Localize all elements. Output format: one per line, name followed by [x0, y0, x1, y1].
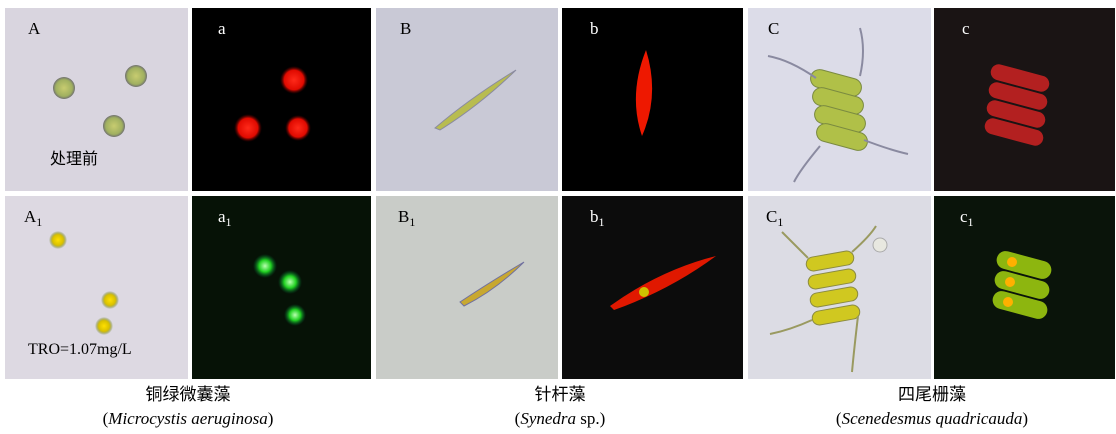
figure: A a B b C c 处理前 A1 a1 B1 b1 C1 c1 TRO=1.…: [0, 0, 1116, 434]
label-sub: 1: [968, 215, 974, 229]
latin-name: Synedra: [520, 409, 576, 428]
label-sub: 1: [409, 215, 415, 229]
label-sub: 1: [599, 215, 605, 229]
caption-latin: (Scenedesmus quadricauda): [836, 409, 1028, 428]
caption-latin: (Synedra sp.): [515, 409, 606, 428]
label-sub: 1: [777, 215, 783, 229]
paren: ): [1022, 409, 1028, 428]
caption-name: 针杆藻: [535, 385, 586, 404]
page: {"panels": { "A": {"label": "A", "note":…: [0, 0, 1116, 434]
label-sub: 1: [36, 215, 42, 229]
panel-label: A: [28, 19, 41, 38]
panel-label: c: [962, 19, 970, 38]
label-base: A: [24, 207, 37, 226]
panel-note: TRO=1.07mg/L: [28, 341, 132, 358]
caption-name: 四尾栅藻: [898, 385, 966, 404]
latin-name: Scenedesmus quadricauda: [842, 409, 1023, 428]
latin-name: Microcystis aeruginosa: [107, 409, 267, 428]
label-base: b: [590, 207, 599, 226]
paren: sp.): [576, 409, 605, 428]
label-sub: 1: [226, 215, 232, 229]
panel-label: a: [218, 19, 226, 38]
panel-label: B: [400, 19, 411, 38]
caption-latin: (Microcystis aeruginosa): [103, 409, 274, 428]
panel-note: 处理前: [50, 150, 98, 168]
caption-name: 铜绿微囊藻: [146, 385, 231, 404]
panel-label: C: [768, 19, 779, 38]
label-base: B: [398, 207, 409, 226]
panel-label: b: [590, 19, 599, 38]
paren: ): [268, 409, 274, 428]
label-base: C: [766, 207, 777, 226]
